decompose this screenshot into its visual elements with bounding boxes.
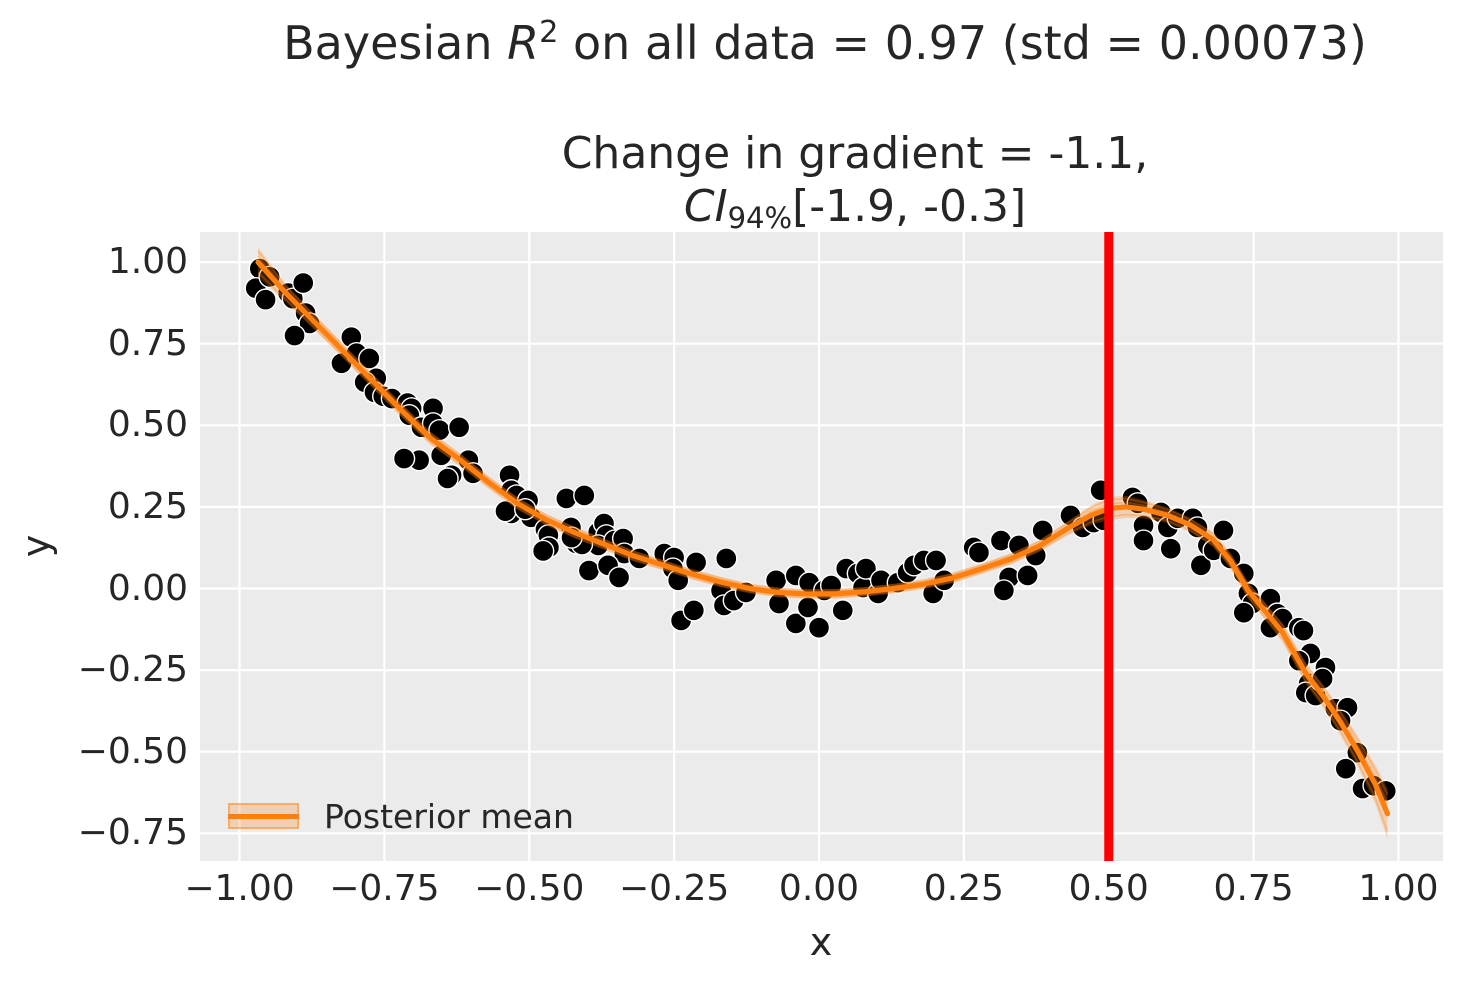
y-axis-label: y (14, 534, 58, 558)
subtitle-ci-interval: [-1.9, -0.3] (792, 181, 1027, 232)
title-math-var: R (507, 16, 540, 70)
subtitle-line2: CI94%[-1.9, -0.3] (562, 180, 1149, 238)
y-tick-label: −0.50 (77, 730, 188, 772)
y-tick-label: 0.50 (107, 404, 188, 446)
figure-subtitle: Change in gradient = -1.1, CI94%[-1.9, -… (562, 127, 1149, 238)
y-tick-label: 0.75 (107, 322, 188, 364)
x-tick-label: 1.00 (1358, 868, 1439, 909)
subtitle-ci-sub: 94% (727, 201, 793, 236)
x-tick-label: −0.25 (618, 868, 730, 909)
legend-posterior-mean-line-icon (228, 813, 299, 819)
y-tick-label: −0.75 (77, 812, 188, 854)
y-tick-label: 0.00 (107, 567, 188, 609)
x-tick-label: −1.00 (184, 868, 295, 909)
title-suffix: on all data = 0.97 (std = 0.00073) (558, 16, 1367, 70)
y-tick-label: 1.00 (107, 241, 188, 283)
x-tick-label: 0.50 (1068, 868, 1149, 909)
x-tick-label: 0.75 (1213, 868, 1294, 909)
x-tick-label: 0.00 (778, 868, 860, 909)
title-prefix: Bayesian (283, 16, 508, 70)
x-tick-label: −0.75 (329, 868, 440, 909)
x-tick-label: −0.50 (474, 868, 585, 909)
y-tick-label: −0.25 (77, 649, 188, 691)
figure-title: Bayesian R2 on all data = 0.97 (std = 0.… (283, 15, 1367, 70)
subtitle-line1: Change in gradient = -1.1, (561, 128, 1149, 179)
subtitle-ci-var: CI (683, 181, 728, 232)
legend-label: Posterior mean (324, 796, 574, 836)
legend-band-swatch (228, 803, 299, 829)
x-axis-label: x (809, 920, 833, 964)
title-exponent: 2 (539, 15, 559, 51)
x-tick-label: 0.25 (923, 868, 1004, 909)
legend: Posterior mean (228, 797, 574, 836)
y-tick-label: 0.25 (107, 485, 188, 527)
